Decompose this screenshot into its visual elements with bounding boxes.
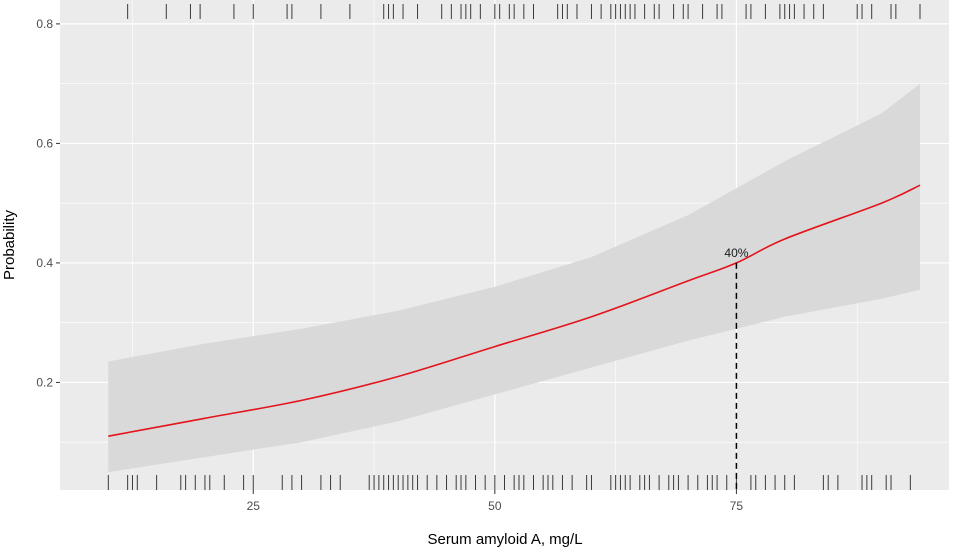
- axes: 25 50 75 0.2 0.4 0.6 0.8: [36, 17, 743, 513]
- series-lines: [108, 184, 921, 437]
- x-tick-label: 25: [247, 499, 261, 513]
- annotation: 40%: [724, 246, 749, 490]
- x-tick-label: 75: [730, 499, 744, 513]
- confidence-band-area: [108, 83, 921, 473]
- y-tick-label: 0.6: [36, 136, 53, 150]
- rug-marks: [107, 4, 921, 490]
- annotation-label: 40%: [724, 246, 748, 260]
- y-tick-label: 0.4: [36, 256, 53, 270]
- y-tick-label: 0.8: [36, 17, 53, 31]
- x-tick-label: 50: [488, 499, 502, 513]
- probability-curve: [108, 184, 921, 437]
- y-axis-title: Probability: [1, 209, 18, 280]
- confidence-band: [108, 83, 921, 473]
- x-axis-title: Serum amyloid A, mg/L: [427, 531, 582, 548]
- y-tick-label: 0.2: [36, 375, 53, 389]
